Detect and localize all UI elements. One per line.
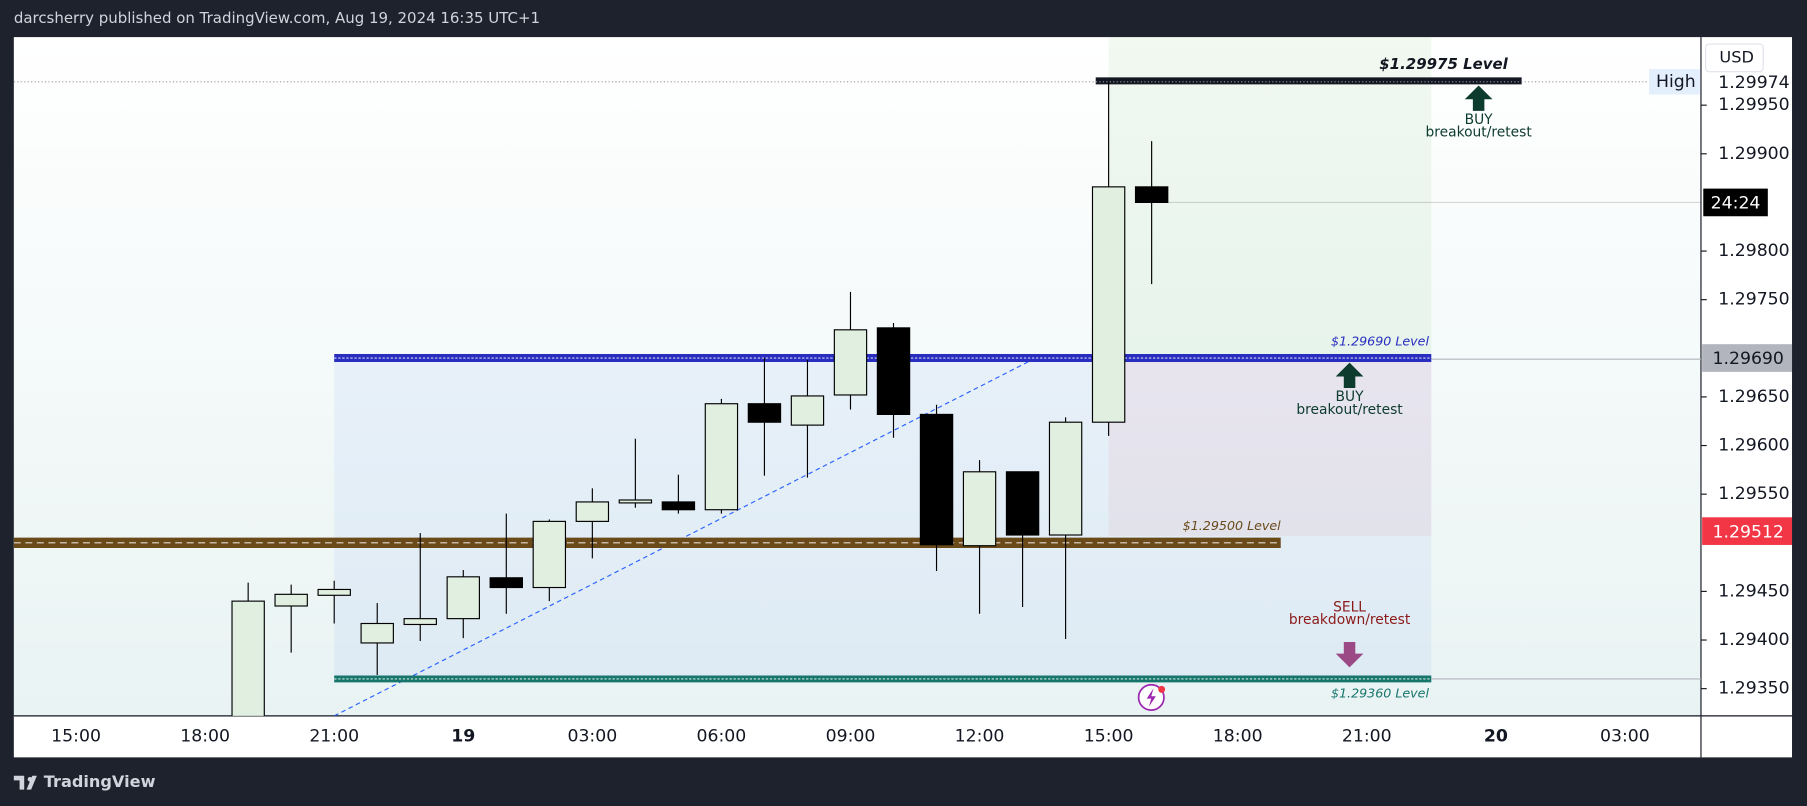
candle-body: [833, 329, 868, 396]
x-tick-label: 03:00: [1600, 727, 1650, 747]
y-tick-label: 1.29450: [1718, 581, 1789, 601]
candle-body: [1134, 186, 1169, 204]
price-label: 1.29690: [1713, 349, 1784, 369]
candle-body: [919, 413, 954, 546]
plot: $1.29975 Level $1.29690 Level $1.29500 Lev…: [13, 37, 1701, 716]
price-label: 1.29974: [1718, 73, 1789, 93]
x-tick-label: 12:00: [955, 727, 1005, 747]
candle-body: [962, 471, 997, 547]
countdown-tag: [1703, 188, 1768, 217]
price-axis: [1700, 37, 1793, 758]
candle-body: [532, 520, 567, 589]
candle-body: [1048, 421, 1083, 536]
high-tag: [1649, 69, 1700, 95]
high-tag-text: High: [1656, 72, 1696, 92]
x-tick-label: 20: [1484, 727, 1508, 747]
candle-body: [876, 327, 911, 415]
y-tick-label: 1.29600: [1718, 436, 1789, 456]
candle-body: [403, 618, 437, 626]
candle-body: [274, 593, 308, 607]
footer-brand: TradingView: [44, 772, 156, 791]
candle-body: [790, 395, 825, 426]
candle-body: [575, 501, 610, 522]
x-tick-label: 15:00: [1084, 727, 1134, 747]
x-tick-label: 15:00: [51, 727, 101, 747]
x-tick-label: 19: [451, 727, 475, 747]
candle-body: [231, 600, 265, 716]
currency-box: [1705, 43, 1764, 73]
candle-body: [1091, 186, 1126, 423]
x-tick-label: 18:00: [1213, 727, 1263, 747]
event-icon: [1137, 683, 1166, 711]
candle-body: [661, 501, 696, 511]
annotation-arrow: [1464, 85, 1493, 111]
x-tick-label: 06:00: [697, 727, 747, 747]
y-tick-label: 1.29950: [1718, 95, 1789, 115]
annotation-text: breakdown/retest: [1289, 612, 1411, 628]
axes: 1.29350 1.29400 1.29450 1.29550 1.29600 1.296…: [51, 43, 1793, 747]
candle-body: [489, 577, 524, 589]
candle-body: [446, 576, 480, 620]
loss-zone: [1108, 358, 1432, 536]
annotation-arrow: [1335, 362, 1364, 388]
annotation-text: breakout/retest: [1296, 402, 1403, 418]
candle-body: [618, 499, 653, 504]
annotation-text: BUY: [1465, 112, 1494, 128]
y-tick-label: 1.29750: [1718, 290, 1789, 310]
currency: USD: [1719, 47, 1753, 66]
annotation-arrow: [1335, 642, 1364, 668]
level-label: $1.29975 Level: [1379, 55, 1508, 73]
level-label: $1.29500 Level: [1183, 518, 1282, 533]
y-tick-label: 1.29350: [1718, 679, 1789, 699]
candle-body: [747, 403, 782, 423]
candle-body: [317, 588, 351, 596]
x-tick-label: 21:00: [309, 727, 359, 747]
candle-body: [360, 622, 394, 644]
price-label: 1.29512: [1713, 522, 1784, 542]
header: darcsherry published on TradingView.com,…: [14, 9, 540, 27]
y-tick-label: 1.29400: [1718, 630, 1789, 650]
level-label: $1.29360 Level: [1331, 685, 1430, 700]
x-tick-label: 09:00: [826, 727, 876, 747]
y-tick-label: 1.29650: [1718, 387, 1789, 407]
level-label: $1.29690 Level: [1331, 333, 1430, 348]
annotation-text: BUY: [1336, 389, 1365, 405]
candle-body: [704, 403, 739, 511]
countdown: 24:24: [1711, 194, 1761, 214]
x-tick-label: 21:00: [1342, 727, 1392, 747]
time-axis: [13, 715, 1701, 758]
price-tag: [1702, 344, 1793, 372]
candle-body: [1005, 471, 1040, 536]
annotation-text: SELL: [1333, 599, 1366, 615]
price-tag: [1702, 517, 1793, 545]
y-tick-label: 1.29900: [1718, 144, 1789, 164]
logo: [13, 775, 37, 790]
x-tick-label: 18:00: [180, 727, 230, 747]
y-tick-label: 1.29550: [1718, 484, 1789, 504]
y-tick-label: 1.29800: [1718, 241, 1789, 261]
annotation-text: breakout/retest: [1425, 125, 1532, 141]
x-tick-label: 03:00: [567, 727, 617, 747]
